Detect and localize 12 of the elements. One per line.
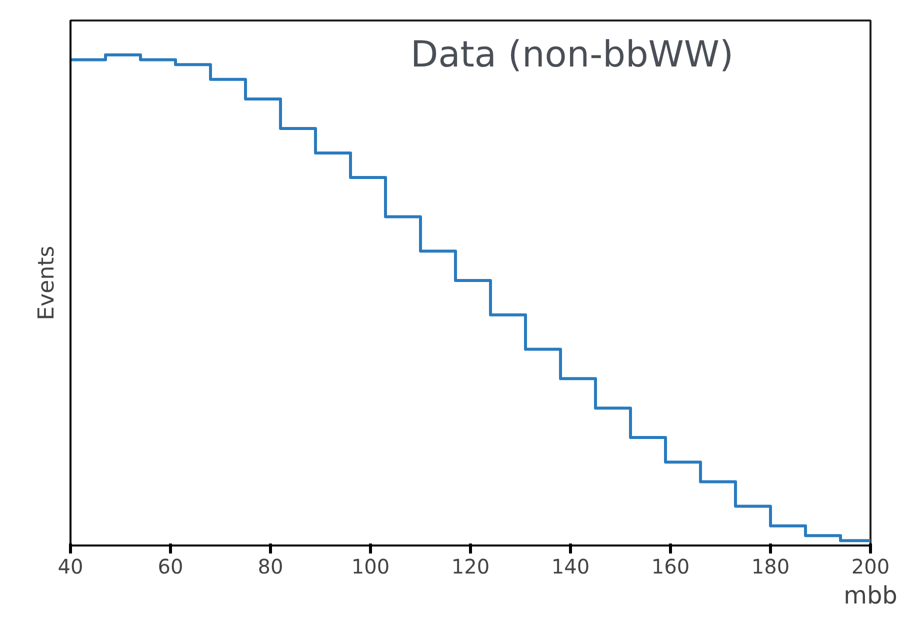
x-tick-label: 160	[651, 554, 690, 578]
x-tick-label: 180	[751, 554, 790, 578]
x-tick-label: 40	[58, 554, 84, 578]
x-tick-label: 140	[551, 554, 590, 578]
x-axis-title: mbb	[844, 582, 898, 610]
x-tick-label: 200	[851, 554, 890, 578]
x-tick-label: 60	[158, 554, 184, 578]
x-tick-label: 120	[451, 554, 490, 578]
annotation: Data (non-bbWW)	[410, 34, 734, 76]
y-axis-title: Events	[34, 246, 60, 320]
x-tick-label: 100	[351, 554, 390, 578]
x-tick-label: 80	[258, 554, 284, 578]
